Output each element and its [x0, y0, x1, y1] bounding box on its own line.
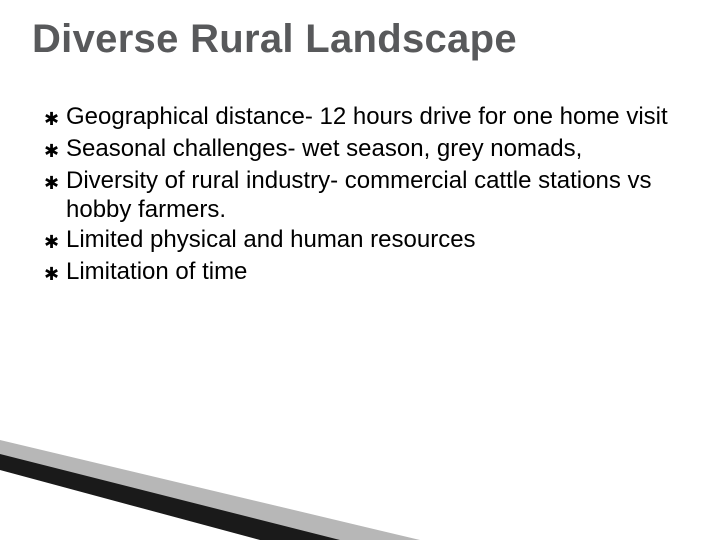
bullet-text: Limitation of time — [66, 257, 686, 286]
slide: Diverse Rural Landscape ✱ Geographical d… — [0, 0, 720, 540]
bullet-icon: ✱ — [44, 166, 66, 198]
bullet-icon: ✱ — [44, 225, 66, 257]
decor-triangle-white — [0, 470, 260, 540]
bullet-text: Diversity of rural industry- commercial … — [66, 166, 686, 225]
bullet-icon: ✱ — [44, 134, 66, 166]
slide-body: ✱ Geographical distance- 12 hours drive … — [44, 102, 686, 289]
slide-title: Diverse Rural Landscape — [32, 18, 688, 60]
list-item: ✱ Limited physical and human resources — [44, 225, 686, 257]
list-item: ✱ Geographical distance- 12 hours drive … — [44, 102, 686, 134]
bullet-icon: ✱ — [44, 102, 66, 134]
list-item: ✱ Limitation of time — [44, 257, 686, 289]
bullet-text: Limited physical and human resources — [66, 225, 686, 254]
bullet-text: Geographical distance- 12 hours drive fo… — [66, 102, 686, 131]
list-item: ✱ Seasonal challenges- wet season, grey … — [44, 134, 686, 166]
bullet-icon: ✱ — [44, 257, 66, 289]
bullet-text: Seasonal challenges- wet season, grey no… — [66, 134, 686, 163]
list-item: ✱ Diversity of rural industry- commercia… — [44, 166, 686, 225]
